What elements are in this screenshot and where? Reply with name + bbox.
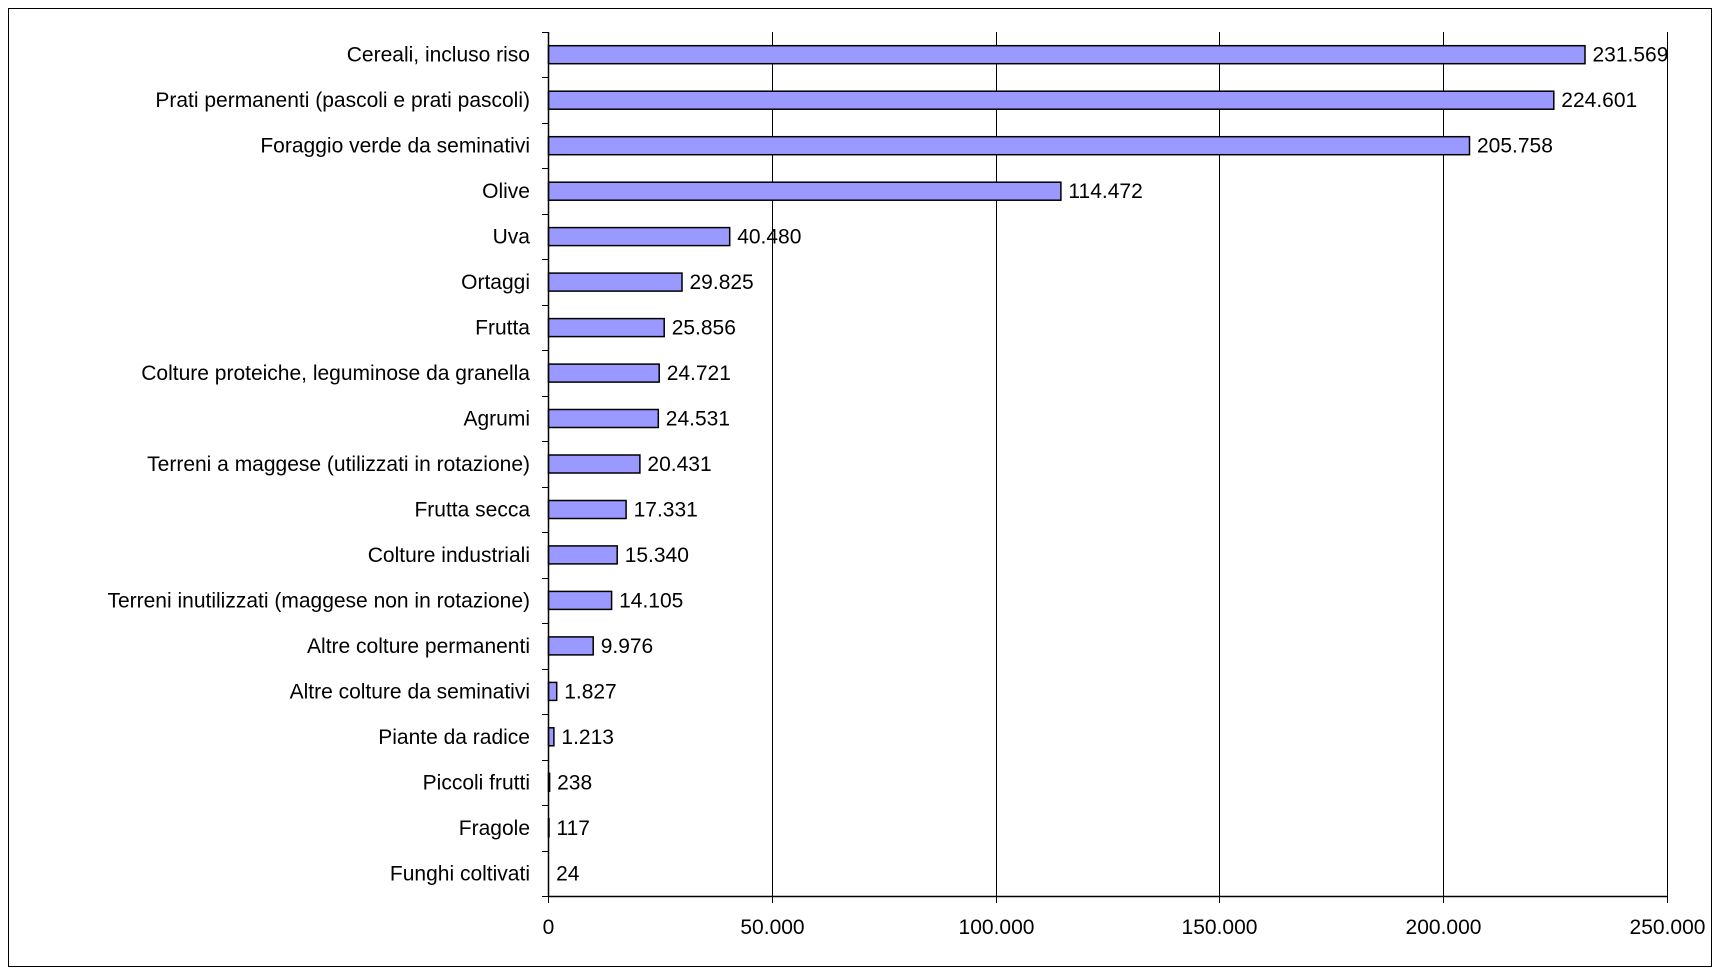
data-label: 20.431 — [647, 453, 711, 476]
category-label: Altre colture da seminativi — [290, 680, 530, 703]
data-label: 40.480 — [737, 226, 801, 249]
data-label: 14.105 — [619, 589, 683, 612]
data-label: 114.472 — [1068, 180, 1142, 203]
category-label: Foraggio verde da seminativi — [260, 135, 530, 158]
data-label: 29.825 — [690, 271, 754, 294]
data-label: 24.531 — [666, 408, 730, 431]
bar — [547, 727, 555, 747]
category-label: Uva — [493, 226, 531, 249]
category-label: Olive — [482, 180, 530, 203]
bar — [547, 317, 665, 338]
category-label: Fragole — [459, 817, 530, 840]
bar — [547, 226, 731, 247]
bar — [547, 408, 660, 429]
bar — [547, 636, 594, 656]
bar — [547, 545, 618, 565]
bar — [547, 135, 1471, 156]
x-tick-label: 100.000 — [959, 916, 1035, 939]
category-label: Agrumi — [463, 408, 530, 431]
category-label: Cereali, incluso riso — [347, 44, 530, 67]
category-label: Terreni a maggese (utilizzati in rotazio… — [147, 453, 530, 476]
bar — [547, 90, 1555, 110]
data-label: 205.758 — [1477, 135, 1553, 158]
data-label: 231.569 — [1593, 44, 1669, 67]
bar — [547, 363, 660, 383]
x-tick-label: 150.000 — [1182, 916, 1258, 939]
data-label: 17.331 — [634, 499, 698, 522]
category-label: Piccoli frutti — [423, 771, 530, 794]
bar — [547, 590, 613, 611]
data-label: 25.856 — [672, 317, 736, 340]
category-label: Funghi coltivati — [390, 862, 530, 885]
data-label: 117 — [557, 817, 590, 840]
x-tick-label: 50.000 — [740, 916, 804, 939]
bar — [547, 499, 627, 520]
data-label: 1.213 — [561, 726, 614, 749]
bars — [547, 44, 1586, 838]
category-label: Ortaggi — [461, 271, 530, 294]
labels: Cereali, incluso riso 231.569 Prati perman… — [107, 44, 1705, 939]
data-label: 15.340 — [625, 544, 689, 567]
bar — [547, 181, 1062, 201]
data-label: 24 — [556, 862, 580, 885]
x-tick-label: 250.000 — [1630, 916, 1706, 939]
axes — [542, 32, 1668, 903]
bar — [547, 44, 1586, 65]
bar — [547, 454, 641, 474]
chart-frame — [8, 8, 1712, 967]
category-label: Prati permanenti (pascoli e prati pascol… — [155, 89, 530, 112]
grid-lines — [772, 32, 1668, 896]
data-label: 24.721 — [667, 362, 731, 385]
category-label: Piante da radice — [378, 726, 530, 749]
category-label: Altre colture permanenti — [307, 635, 530, 658]
category-label: Colture proteiche, leguminose da granell… — [141, 362, 530, 385]
category-label: Frutta — [475, 317, 530, 340]
category-label: Terreni inutilizzati (maggese non in rot… — [107, 589, 530, 612]
bar — [547, 272, 683, 292]
category-label: Colture industriali — [368, 544, 530, 567]
bar — [547, 681, 558, 702]
data-label: 9.976 — [601, 635, 654, 658]
x-tick-label: 0 — [543, 916, 555, 939]
data-label: 238 — [557, 771, 592, 794]
x-tick-label: 200.000 — [1406, 916, 1482, 939]
data-label: 1.827 — [564, 680, 617, 703]
data-label: 224.601 — [1561, 89, 1637, 112]
category-label: Frutta secca — [414, 499, 530, 522]
